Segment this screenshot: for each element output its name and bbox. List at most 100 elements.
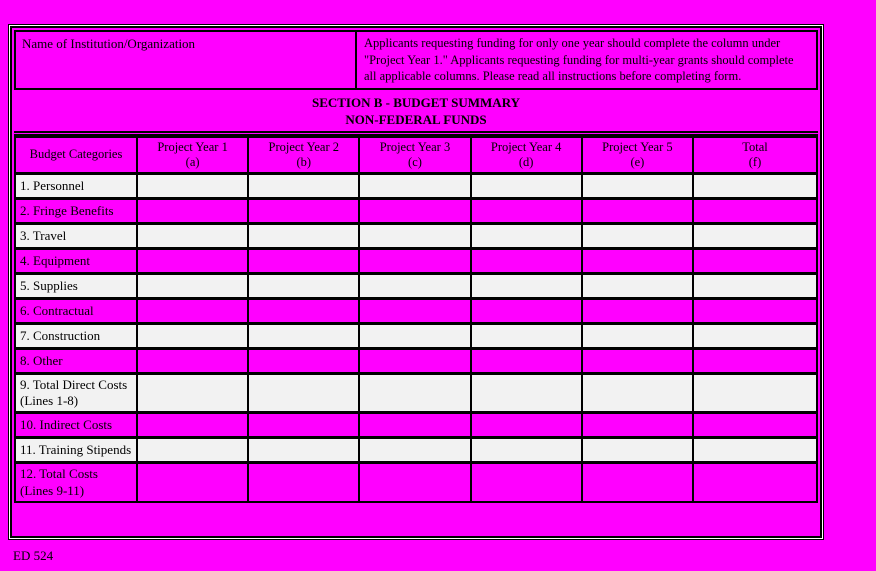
column-header: Project Year 3 (c) bbox=[358, 136, 471, 174]
budget-value-cell[interactable] bbox=[358, 173, 471, 199]
budget-value-cell[interactable] bbox=[692, 348, 817, 374]
budget-value-cell[interactable] bbox=[580, 373, 693, 413]
budget-value-cell[interactable] bbox=[469, 412, 582, 438]
table-row: 6. Contractual bbox=[14, 298, 817, 324]
budget-value-cell[interactable] bbox=[469, 348, 582, 374]
budget-value-cell[interactable] bbox=[692, 412, 817, 438]
budget-value-cell[interactable] bbox=[135, 437, 249, 463]
budget-value-cell[interactable] bbox=[135, 273, 249, 299]
budget-value-cell[interactable] bbox=[358, 298, 471, 324]
instructions-text: Applicants requesting funding for only o… bbox=[364, 36, 794, 83]
budget-value-cell[interactable] bbox=[692, 223, 817, 249]
budget-value-cell[interactable] bbox=[469, 173, 582, 199]
row-label: 8. Other bbox=[14, 348, 137, 374]
budget-value-cell[interactable] bbox=[469, 323, 582, 349]
budget-value-cell[interactable] bbox=[135, 348, 249, 374]
budget-value-cell[interactable] bbox=[247, 437, 360, 463]
budget-value-cell[interactable] bbox=[580, 412, 693, 438]
budget-value-cell[interactable] bbox=[469, 298, 582, 324]
budget-value-cell[interactable] bbox=[580, 298, 693, 324]
budget-value-cell[interactable] bbox=[692, 273, 817, 299]
budget-value-cell[interactable] bbox=[469, 248, 582, 274]
budget-value-cell[interactable] bbox=[580, 437, 693, 463]
budget-value-cell[interactable] bbox=[692, 198, 817, 224]
budget-value-cell[interactable] bbox=[358, 198, 471, 224]
row-label: 2. Fringe Benefits bbox=[14, 198, 137, 224]
budget-value-cell[interactable] bbox=[580, 462, 693, 502]
budget-value-cell[interactable] bbox=[692, 437, 817, 463]
row-label: 9. Total Direct Costs (Lines 1-8) bbox=[14, 373, 137, 413]
table-row: 12. Total Costs (Lines 9-11) bbox=[14, 462, 817, 502]
budget-value-cell[interactable] bbox=[247, 173, 360, 199]
budget-value-cell[interactable] bbox=[358, 323, 471, 349]
budget-value-cell[interactable] bbox=[469, 198, 582, 224]
budget-value-cell[interactable] bbox=[135, 173, 249, 199]
section-header: SECTION B - BUDGET SUMMARY NON-FEDERAL F… bbox=[14, 92, 818, 136]
budget-value-cell[interactable] bbox=[135, 462, 249, 502]
column-header: Project Year 1 (a) bbox=[135, 136, 249, 174]
column-header-label: Project Year 5 bbox=[602, 139, 673, 154]
budget-value-cell[interactable] bbox=[580, 223, 693, 249]
row-label: 3. Travel bbox=[14, 223, 137, 249]
row-label: 7. Construction bbox=[14, 323, 137, 349]
budget-value-cell[interactable] bbox=[135, 412, 249, 438]
budget-value-cell[interactable] bbox=[580, 273, 693, 299]
budget-value-cell[interactable] bbox=[247, 223, 360, 249]
table-row: 11. Training Stipends bbox=[14, 437, 817, 463]
budget-value-cell[interactable] bbox=[247, 323, 360, 349]
budget-value-cell[interactable] bbox=[135, 323, 249, 349]
budget-value-cell[interactable] bbox=[247, 298, 360, 324]
budget-value-cell[interactable] bbox=[247, 412, 360, 438]
budget-value-cell[interactable] bbox=[135, 198, 249, 224]
budget-value-cell[interactable] bbox=[135, 248, 249, 274]
info-row: Name of Institution/Organization Applica… bbox=[14, 30, 818, 90]
budget-value-cell[interactable] bbox=[358, 412, 471, 438]
budget-value-cell[interactable] bbox=[135, 298, 249, 324]
table-row: 10. Indirect Costs bbox=[14, 412, 817, 438]
budget-value-cell[interactable] bbox=[358, 273, 471, 299]
budget-value-cell[interactable] bbox=[469, 437, 582, 463]
section-title-line2: NON-FEDERAL FUNDS bbox=[345, 111, 487, 127]
column-header-letter: (d) bbox=[518, 154, 534, 169]
budget-value-cell[interactable] bbox=[580, 348, 693, 374]
budget-value-cell[interactable] bbox=[247, 248, 360, 274]
budget-value-cell[interactable] bbox=[247, 198, 360, 224]
budget-value-cell[interactable] bbox=[247, 273, 360, 299]
budget-value-cell[interactable] bbox=[358, 248, 471, 274]
budget-value-cell[interactable] bbox=[469, 273, 582, 299]
column-header-label: Project Year 4 bbox=[490, 139, 562, 154]
form-number: ED 524 bbox=[13, 548, 54, 563]
budget-value-cell[interactable] bbox=[469, 223, 582, 249]
budget-value-cell[interactable] bbox=[247, 373, 360, 413]
budget-value-cell[interactable] bbox=[580, 198, 693, 224]
budget-value-cell[interactable] bbox=[692, 323, 817, 349]
budget-value-cell[interactable] bbox=[692, 298, 817, 324]
column-header-letter: (c) bbox=[408, 154, 422, 169]
budget-value-cell[interactable] bbox=[692, 173, 817, 199]
budget-value-cell[interactable] bbox=[580, 323, 693, 349]
section-title-line1: SECTION B - BUDGET SUMMARY bbox=[311, 95, 521, 110]
budget-value-cell[interactable] bbox=[580, 173, 693, 199]
budget-value-cell[interactable] bbox=[580, 248, 693, 274]
row-label: 1. Personnel bbox=[14, 173, 137, 199]
budget-value-cell[interactable] bbox=[135, 223, 249, 249]
table-row: 9. Total Direct Costs (Lines 1-8) bbox=[14, 373, 817, 413]
table-row: 2. Fringe Benefits bbox=[14, 198, 817, 224]
budget-value-cell[interactable] bbox=[247, 462, 360, 502]
budget-value-cell[interactable] bbox=[692, 462, 817, 502]
budget-value-cell[interactable] bbox=[692, 373, 817, 413]
column-header-label: Budget Categories bbox=[29, 147, 123, 162]
budget-value-cell[interactable] bbox=[135, 373, 249, 413]
budget-value-cell[interactable] bbox=[469, 462, 582, 502]
budget-value-cell[interactable] bbox=[692, 248, 817, 274]
budget-value-cell[interactable] bbox=[358, 223, 471, 249]
institution-name-cell[interactable]: Name of Institution/Organization bbox=[16, 32, 357, 88]
budget-value-cell[interactable] bbox=[247, 348, 360, 374]
row-label: 6. Contractual bbox=[14, 298, 137, 324]
budget-value-cell[interactable] bbox=[358, 462, 471, 502]
budget-value-cell[interactable] bbox=[358, 373, 471, 413]
row-label: 12. Total Costs (Lines 9-11) bbox=[14, 462, 137, 502]
budget-value-cell[interactable] bbox=[358, 437, 471, 463]
budget-value-cell[interactable] bbox=[358, 348, 471, 374]
budget-value-cell[interactable] bbox=[469, 373, 582, 413]
